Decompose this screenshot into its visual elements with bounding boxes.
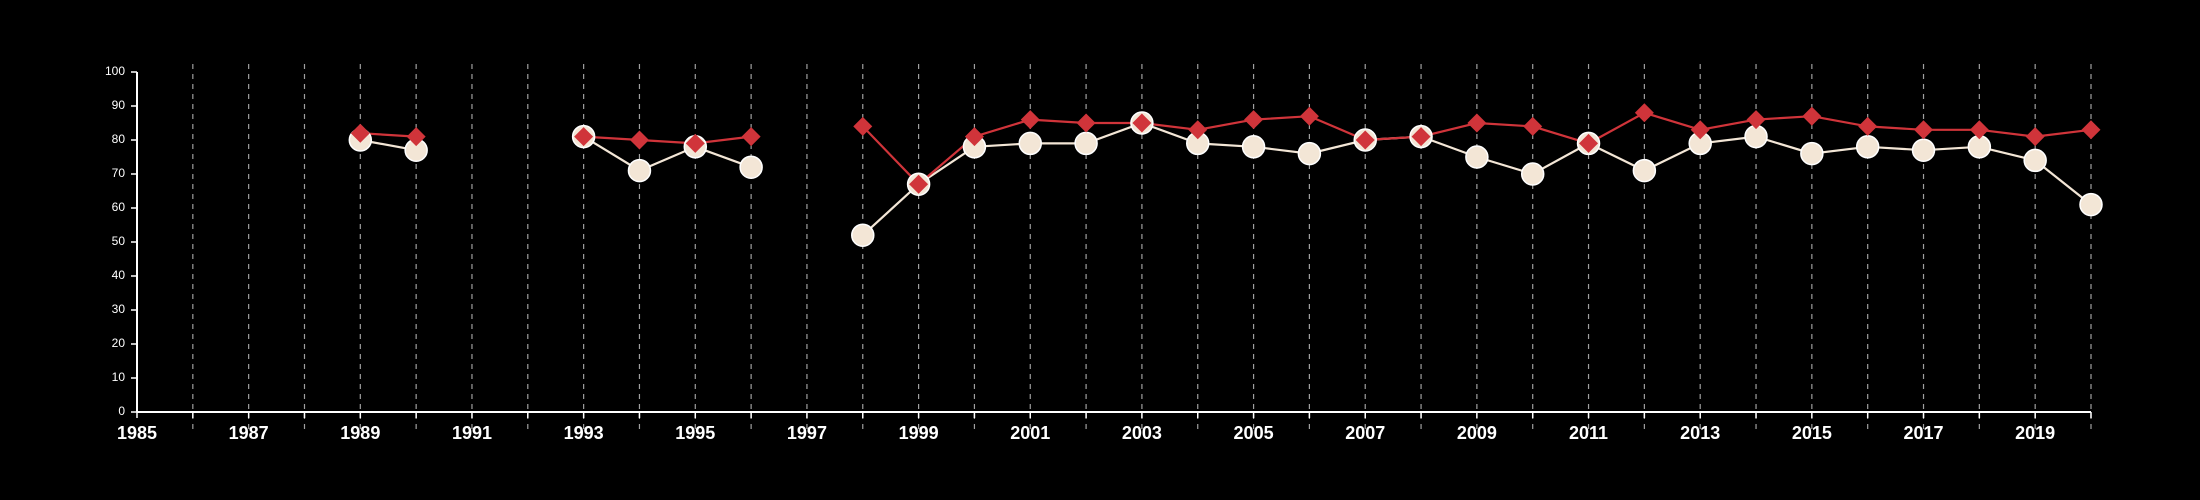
diamond-point-2005 [1244,110,1264,130]
x-tick-label: 2001 [1010,423,1050,443]
x-tick-label: 2015 [1792,423,1832,443]
diamond-point-2014 [1746,110,1766,130]
diamond-point-1996 [741,127,761,147]
x-tick-label: 1993 [564,423,604,443]
diamond-point-2009 [1467,113,1487,133]
y-tick-label: 60 [112,200,126,214]
diamond-point-2001 [1020,110,1040,130]
x-tick-label: 2013 [1680,423,1720,443]
circle-point-2017 [1911,138,1936,162]
y-tick-label: 70 [112,166,126,180]
diamond-point-1994 [629,130,649,150]
diamond-point-2006 [1299,106,1319,126]
y-tick-label: 50 [112,234,126,248]
circle-point-2006 [1297,141,1322,166]
diamond-point-1990 [406,127,426,147]
circle-point-2009 [1465,145,1489,169]
x-tick-label: 1995 [675,423,715,443]
diamond-point-2013 [1690,120,1710,140]
circle-point-2016 [1855,135,1880,159]
x-tick-label: 2009 [1457,423,1497,443]
diamond-point-2012 [1634,103,1654,123]
x-tick-label: 2017 [1903,423,1943,443]
series [348,103,2103,247]
y-tick-label: 30 [112,302,126,316]
diamond-point-1999 [909,174,929,194]
diamond-point-2007 [1355,130,1375,150]
diamond-point-1995 [685,133,705,153]
diamond-point-2000 [964,127,984,147]
circle-point-2010 [1520,162,1545,186]
gridlines [192,64,2092,430]
x-tick-label: 1999 [899,423,939,443]
diamond-point-1998 [853,116,873,136]
circle-point-2015 [1800,141,1824,166]
diamond-point-1993 [574,127,594,147]
diamond-point-2011 [1579,133,1599,153]
circle-point-2012 [1632,158,1657,183]
y-tick-label: 90 [112,98,126,112]
diamond-point-2002 [1076,113,1096,133]
diamond-point-2004 [1188,120,1208,140]
diamond-point-2017 [1914,120,1934,140]
x-tick-label: 2003 [1122,423,1162,443]
x-tick-label: 1985 [117,423,157,443]
x-tick-label: 1991 [452,423,492,443]
diamond-point-2019 [2025,127,2045,147]
circle-point-1996 [739,155,763,179]
circle-point-2002 [1074,131,1098,156]
circle-point-2019 [2023,148,2047,173]
circle-point-1994 [627,158,652,183]
y-tick-label: 40 [112,268,126,282]
diamond-point-2018 [1969,120,1989,140]
y-tick-label: 10 [112,370,126,384]
circle-point-1998 [851,223,875,247]
y-tick-label: 100 [105,64,125,78]
x-tick-label: 2007 [1345,423,1385,443]
x-tick-label: 2011 [1569,423,1608,443]
series-line-diamond-1 [583,135,752,145]
axes: 0 10 20 30 40 50 60 70 80 90 100 1985 1987 1989 1991 19… [105,64,2092,443]
diamond-point-2015 [1802,106,1822,126]
x-tick-label: 1989 [340,423,380,443]
diamond-point-1989 [350,123,370,143]
y-tick-label: 0 [118,404,125,418]
x-tick-label: 1997 [787,423,827,443]
diamond-point-2020 [2081,120,2101,140]
x-tick-label: 2005 [1234,423,1274,443]
y-tick-label: 20 [112,336,126,350]
circle-point-2020 [2079,192,2103,217]
diamond-point-2016 [1858,116,1878,136]
y-tick-label: 80 [112,132,126,146]
diamond-point-2003 [1132,113,1152,133]
x-tick-label: 1987 [229,423,269,443]
circle-point-2005 [1241,135,1266,159]
diamond-point-2010 [1523,116,1543,136]
x-tick-label: 2019 [2015,423,2055,443]
diamond-point-2008 [1411,127,1431,147]
series-line-circle-1 [583,135,752,172]
circle-point-2001 [1018,131,1043,156]
